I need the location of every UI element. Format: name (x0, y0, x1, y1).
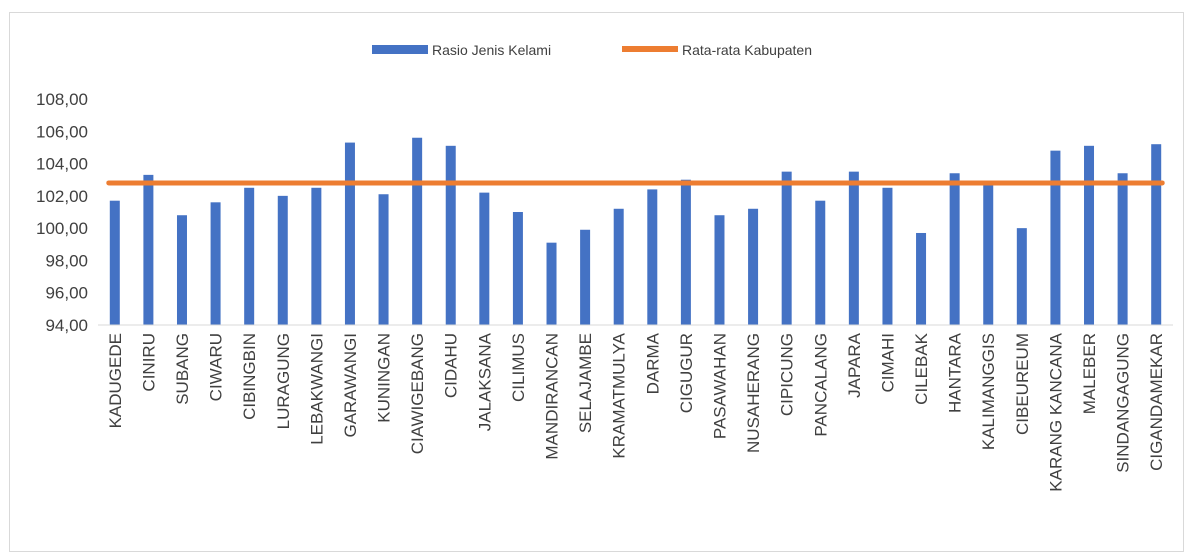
y-tick-label: 104,00 (36, 155, 88, 174)
bar (748, 208, 759, 325)
x-category-label: CIBINGBIN (240, 333, 259, 420)
x-category-label: CIAWIGEBANG (408, 333, 427, 454)
x-category-label: KARANG KANCANA (1046, 332, 1065, 491)
bar (1117, 173, 1128, 325)
x-category-label: KUNINGAN (375, 333, 394, 423)
bars (109, 137, 1162, 325)
x-category-label: PASAWAHAN (710, 333, 729, 439)
bar (479, 192, 490, 325)
bar (580, 229, 591, 325)
bar (109, 200, 120, 325)
x-category-label: DARMA (643, 332, 662, 394)
x-category-label: CIBEUREUM (1013, 333, 1032, 435)
bar (1084, 145, 1095, 325)
x-category-label: JALAKSANA (475, 332, 494, 431)
x-category-label: LURAGUNG (274, 333, 293, 429)
y-tick-label: 102,00 (36, 187, 88, 206)
x-category-label: MALEBER (1080, 333, 1099, 414)
rasio-jenis-kelamin-chart: Rasio Jenis Kelami Rata-rata Kabupaten 94… (36, 42, 1173, 492)
x-category-label: CIWARU (207, 333, 226, 401)
legend-swatch-bar (372, 45, 428, 54)
x-category-label: KADUGEDE (106, 333, 125, 428)
x-category-label: KRAMATMULYA (610, 332, 629, 458)
chart-frame: Rasio Jenis Kelami Rata-rata Kabupaten 94… (9, 12, 1184, 552)
bar (445, 145, 456, 325)
y-tick-label: 108,00 (36, 90, 88, 109)
x-category-label: SELAJAMBE (576, 333, 595, 433)
y-tick-label: 106,00 (36, 122, 88, 141)
bar (143, 174, 154, 325)
bar (848, 171, 859, 325)
x-category-label: HANTARA (946, 332, 965, 413)
bar (613, 208, 624, 325)
bar (815, 200, 826, 325)
x-category-label: CINIRU (139, 333, 158, 392)
legend-label-line: Rata-rata Kabupaten (682, 42, 812, 58)
x-axis: KADUGEDE CINIRU SUBANG CIWARU CIBINGBIN LURAG… (98, 324, 1173, 492)
legend-label-bar: Rasio Jenis Kelami (432, 42, 551, 58)
x-category-label: CIPICUNG (778, 333, 797, 416)
x-category-label: PANCALANG (811, 333, 830, 437)
y-tick-label: 94,00 (45, 316, 88, 335)
x-category-label: MANDIRANCAN (543, 333, 562, 460)
y-tick-label: 100,00 (36, 219, 88, 238)
legend: Rasio Jenis Kelami Rata-rata Kabupaten (372, 42, 812, 58)
bar (512, 212, 523, 325)
x-category-label: CILIMUS (509, 333, 528, 402)
bar (1016, 228, 1027, 325)
x-category-label: NUSAHERANG (744, 333, 763, 453)
y-tick-label: 98,00 (45, 251, 88, 270)
x-category-label: CILEBAK (912, 332, 931, 404)
x-category-label: SUBANG (173, 333, 192, 405)
bar (714, 215, 725, 325)
bar (882, 187, 893, 325)
bar (1151, 144, 1162, 325)
bar (277, 195, 288, 325)
x-category-label: SINDANGAGUNG (1114, 333, 1133, 473)
x-category-label: CIMAHI (878, 333, 897, 393)
y-axis: 94,00 96,00 98,00 100,00 102,00 104,00 106,00 1… (36, 90, 88, 335)
legend-swatch-line (622, 46, 678, 52)
bar (680, 179, 691, 325)
bar (781, 171, 792, 325)
y-tick-label: 96,00 (45, 284, 88, 303)
bar (311, 187, 322, 325)
x-category-label: KALIMANGGIS (979, 333, 998, 450)
bar (546, 242, 557, 325)
bar (983, 182, 994, 325)
bar (1050, 150, 1061, 325)
bar (949, 173, 960, 325)
bar (916, 232, 927, 325)
bar (244, 187, 255, 325)
bar (412, 137, 423, 325)
x-category-label: JAPARA (845, 332, 864, 398)
x-category-label: CIDAHU (442, 333, 461, 398)
bar (378, 194, 389, 325)
x-category-label: LEBAKWANGI (307, 333, 326, 445)
bar (210, 202, 221, 325)
bar (344, 142, 355, 325)
x-category-label: CIGUGUR (677, 333, 696, 413)
x-category-label: GARAWANGI (341, 333, 360, 438)
bar (176, 215, 187, 325)
x-category-label: CIGANDAMEKAR (1147, 333, 1166, 471)
bar (647, 189, 658, 325)
